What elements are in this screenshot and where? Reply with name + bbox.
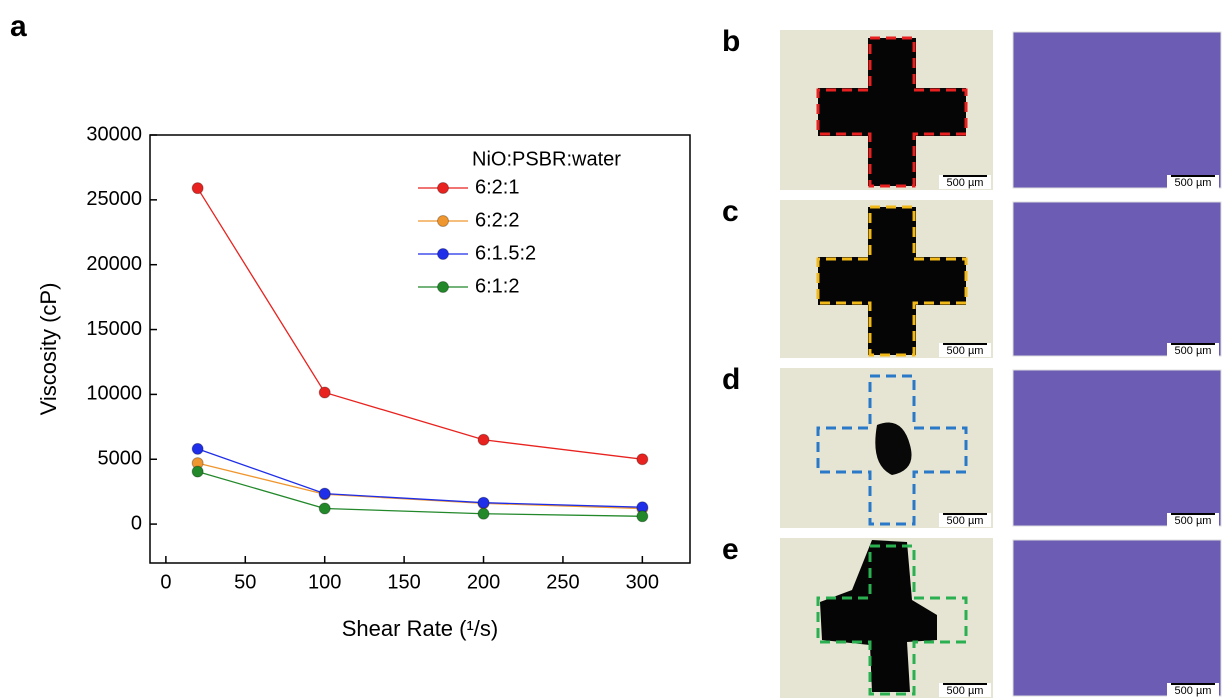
scale-label: 500 µm	[1175, 685, 1212, 697]
cross-outline	[816, 205, 968, 357]
legend-marker	[437, 248, 449, 260]
panel-label: e	[722, 533, 739, 566]
ink-print	[818, 207, 966, 355]
film	[1012, 201, 1222, 357]
legend-label: 6:1:2	[475, 275, 519, 297]
y-tick-label: 30000	[86, 123, 142, 145]
data-point	[477, 507, 490, 520]
film	[1012, 369, 1222, 527]
scale-label: 500 µm	[947, 345, 984, 357]
scale-box	[939, 343, 991, 357]
scale-box	[1167, 175, 1219, 189]
panel-label: c	[722, 195, 739, 228]
x-tick-label: 50	[234, 571, 256, 593]
ink-print	[820, 540, 937, 692]
data-point	[477, 496, 490, 509]
y-tick-label: 10000	[86, 383, 142, 405]
x-axis-label: Shear Rate (¹/s)	[342, 616, 499, 641]
legend-marker	[437, 215, 449, 227]
series-line	[197, 470, 643, 517]
data-point	[318, 487, 331, 500]
y-tick-label: 20000	[86, 253, 142, 275]
x-tick-label: 150	[387, 571, 420, 593]
legend-title: NiO:PSBR:water	[472, 148, 621, 170]
legend-label: 6:2:2	[475, 209, 519, 231]
y-tick-label: 0	[131, 512, 142, 534]
x-tick-label: 300	[626, 571, 659, 593]
series-line	[197, 462, 643, 510]
data-point	[318, 386, 331, 399]
scale-label: 500 µm	[1175, 515, 1212, 527]
data-point	[191, 442, 204, 455]
legend-marker	[437, 281, 449, 293]
x-tick-label: 100	[308, 571, 341, 593]
legend-label: 6:1.5:2	[475, 242, 536, 264]
x-tick-label: 200	[467, 571, 500, 593]
scale-box	[939, 513, 991, 527]
legend-marker	[437, 182, 449, 194]
scale-box	[1167, 343, 1219, 357]
x-tick-label: 250	[546, 571, 579, 593]
data-point	[477, 433, 490, 446]
panel-label: b	[722, 25, 740, 58]
ink-print	[875, 422, 912, 475]
x-tick-label: 0	[160, 571, 171, 593]
panel-label: a	[10, 10, 27, 43]
scale-box	[1167, 513, 1219, 527]
scale-box	[1167, 683, 1219, 697]
scale-label: 500 µm	[947, 515, 984, 527]
y-axis-label: Viscosity (cP)	[36, 283, 61, 416]
data-point	[191, 182, 204, 195]
panel-label: d	[722, 363, 740, 396]
series-line	[197, 448, 643, 508]
data-point	[636, 453, 649, 466]
scale-label: 500 µm	[1175, 345, 1212, 357]
plot-frame	[149, 134, 691, 564]
y-tick-label: 5000	[98, 448, 143, 470]
film	[1012, 31, 1222, 189]
scale-box	[939, 175, 991, 189]
film	[1012, 539, 1222, 697]
y-tick-label: 15000	[86, 318, 142, 340]
y-tick-label: 25000	[86, 188, 142, 210]
ink-print	[818, 38, 966, 186]
data-point	[318, 502, 331, 515]
cross-outline	[816, 374, 968, 526]
series-line	[197, 187, 643, 460]
scale-label: 500 µm	[947, 177, 984, 189]
data-point	[191, 465, 204, 478]
data-point	[636, 510, 649, 523]
scale-box	[939, 683, 991, 697]
scale-label: 500 µm	[947, 685, 984, 697]
legend-label: 6:2:1	[475, 176, 519, 198]
cross-outline	[816, 544, 968, 696]
cross-outline	[816, 36, 968, 188]
scale-label: 500 µm	[1175, 177, 1212, 189]
